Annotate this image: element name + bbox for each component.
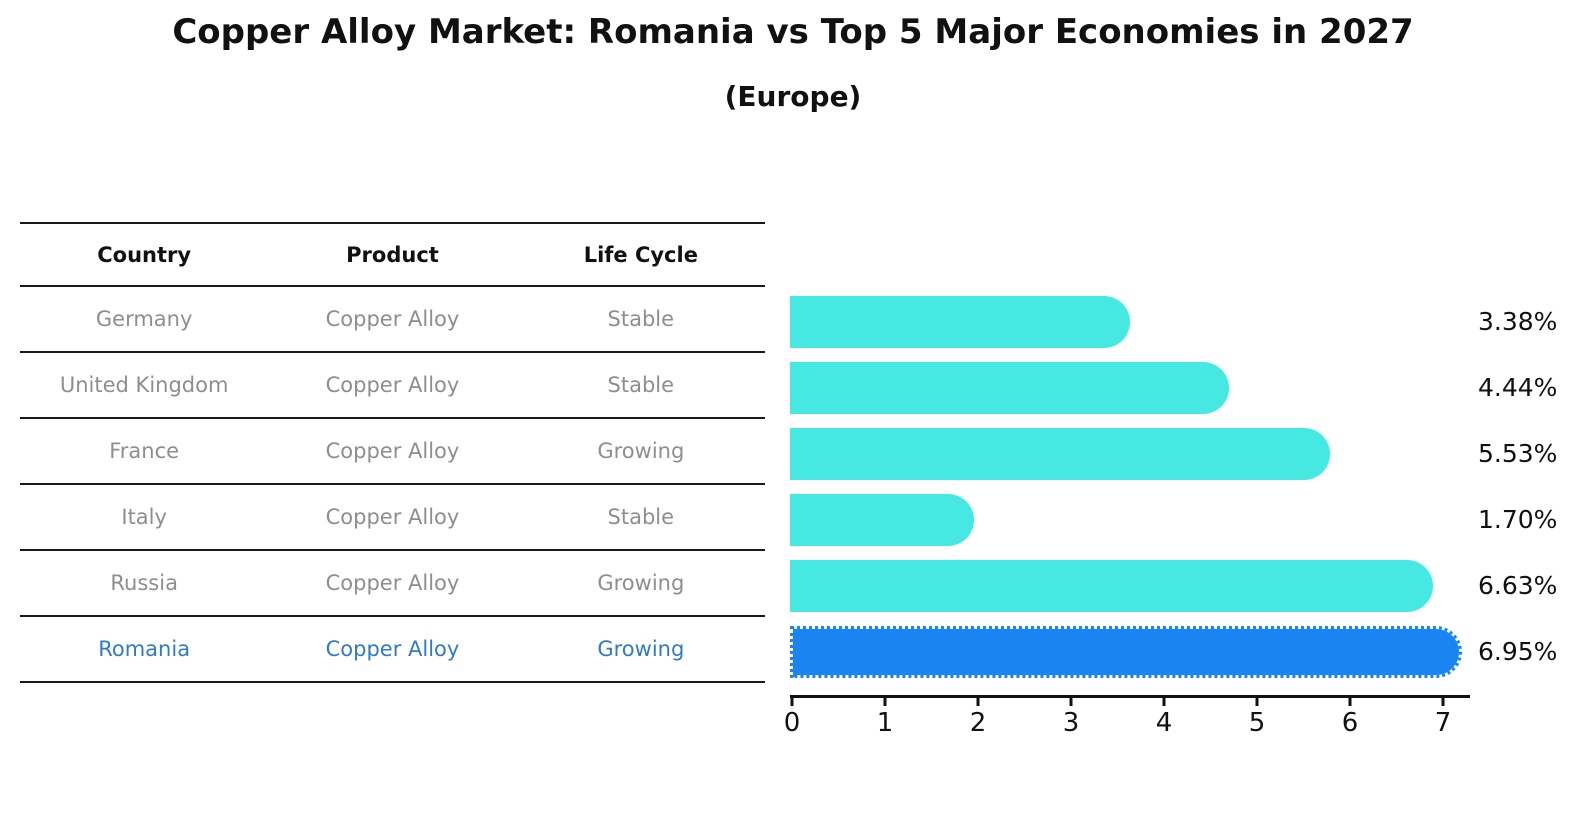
comparison-table: Country Product Life Cycle Germany Coppe… <box>20 222 765 683</box>
table-cell-product: Copper Alloy <box>325 439 460 463</box>
chart-subtitle: (Europe) <box>724 80 862 113</box>
table-header-life-cycle: Life Cycle <box>583 242 698 267</box>
bar-russia <box>790 560 1433 612</box>
x-axis-tick-label: 5 <box>1248 708 1266 738</box>
table-cell-country: Italy <box>121 505 167 529</box>
table-row: Russia Copper Alloy Growing <box>20 551 765 617</box>
bar-italy <box>790 494 975 546</box>
x-axis-tick-label: 2 <box>969 708 987 738</box>
x-axis-tick-label: 1 <box>876 708 894 738</box>
table-cell-life-cycle: Stable <box>607 373 675 397</box>
table-cell-country: France <box>109 439 180 463</box>
bar-united-kingdom <box>790 362 1229 414</box>
bar-value-label: 6.63% <box>1478 571 1558 600</box>
bar-value-label: 5.53% <box>1478 439 1558 468</box>
x-axis-tick-label: 6 <box>1341 708 1359 738</box>
table-cell-product: Copper Alloy <box>325 571 460 595</box>
x-axis-tick <box>790 695 794 706</box>
table-cell-product: Copper Alloy <box>325 307 460 331</box>
table-cell-life-cycle: Growing <box>597 637 685 661</box>
table-header-product: Product <box>346 242 439 267</box>
bar-value-label: 4.44% <box>1478 373 1558 402</box>
table-cell-life-cycle: Stable <box>607 505 675 529</box>
table-cell-country: Germany <box>95 307 193 331</box>
x-axis-tick-label: 4 <box>1155 708 1173 738</box>
x-axis-tick <box>1162 695 1166 706</box>
bar-row: 5.53% <box>790 421 1557 487</box>
table-cell-country: Russia <box>110 571 178 595</box>
x-axis-tick-label: 0 <box>783 708 801 738</box>
chart-title: Copper Alloy Market: Romania vs Top 5 Ma… <box>172 12 1414 52</box>
x-axis-tick <box>1069 695 1073 706</box>
table-header-row: Country Product Life Cycle <box>20 224 765 287</box>
table-row: Germany Copper Alloy Stable <box>20 287 765 353</box>
bar-value-label: 6.95% <box>1478 637 1558 666</box>
bar-row: 6.63% <box>790 553 1557 619</box>
table-header-country: Country <box>97 242 192 267</box>
bar-romania-highlighted <box>790 626 1463 678</box>
table-row: Italy Copper Alloy Stable <box>20 485 765 551</box>
bar-germany <box>790 296 1131 348</box>
table-cell-life-cycle: Stable <box>607 307 675 331</box>
table-cell-country: Romania <box>98 637 191 661</box>
x-axis-tick <box>1441 695 1445 706</box>
bar-value-label: 1.70% <box>1478 505 1558 534</box>
table-cell-country: United Kingdom <box>59 373 229 397</box>
table-cell-life-cycle: Growing <box>597 571 685 595</box>
x-axis-tick-label: 3 <box>1062 708 1080 738</box>
bar-row: 1.70% <box>790 487 1557 553</box>
x-axis-tick <box>976 695 980 706</box>
x-axis: 0 1 2 3 4 5 6 7 <box>784 695 1470 755</box>
bar-row: 4.44% <box>790 355 1557 421</box>
bar-row: 3.38% <box>790 289 1557 355</box>
bar-row: 6.95% <box>790 619 1557 685</box>
bar-group: 3.38% 4.44% 5.53% 1.70% 6.63% 6.95% <box>790 289 1557 685</box>
table-cell-life-cycle: Growing <box>597 439 685 463</box>
x-axis-tick <box>1255 695 1259 706</box>
x-axis-tick <box>1348 695 1352 706</box>
table-cell-product: Copper Alloy <box>325 505 460 529</box>
bar-france <box>790 428 1331 480</box>
x-axis-tick-label: 7 <box>1434 708 1452 738</box>
table-cell-product: Copper Alloy <box>325 373 460 397</box>
x-axis-tick <box>883 695 887 706</box>
table-cell-product: Copper Alloy <box>325 637 460 661</box>
bar-value-label: 3.38% <box>1478 307 1558 336</box>
table-row: United Kingdom Copper Alloy Stable <box>20 353 765 419</box>
bar-chart-plot-area: 3.38% 4.44% 5.53% 1.70% 6.63% 6.95% <box>790 285 1557 698</box>
table-row-highlighted: Romania Copper Alloy Growing <box>20 617 765 683</box>
table-row: France Copper Alloy Growing <box>20 419 765 485</box>
